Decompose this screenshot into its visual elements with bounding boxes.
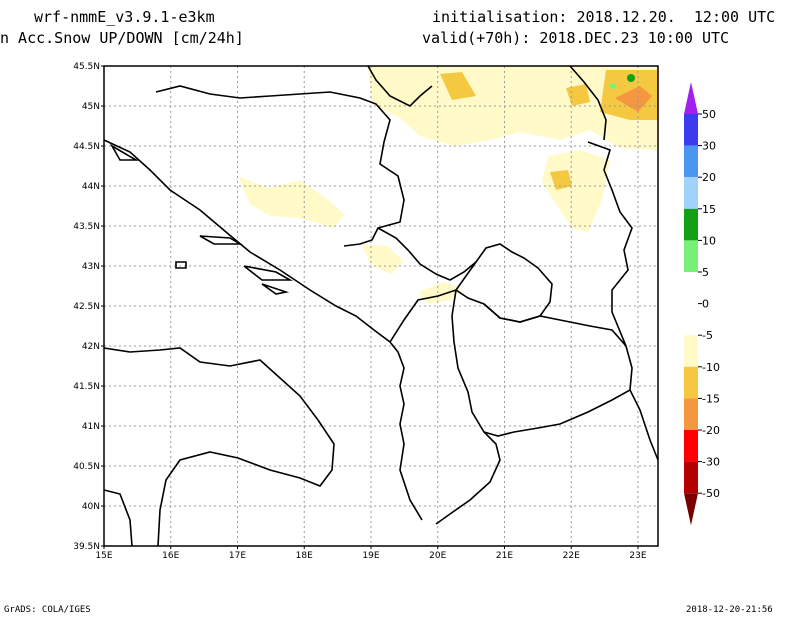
snow-orange-1 (615, 86, 652, 112)
lon-label: 15E (95, 551, 112, 561)
longitude-axis: 15E 16E 17E 18E 19E 20E 21E 22E 23E (95, 546, 647, 561)
colorbar-segment (684, 177, 698, 209)
lat-label: 42.5N (73, 302, 100, 312)
colorbar-segment (684, 145, 698, 178)
lat-label: 41.5N (73, 382, 100, 392)
colorbar-label: 10 (702, 234, 716, 247)
colorbar-top-triangle (684, 82, 698, 114)
colorbar-label: -10 (702, 361, 720, 374)
border-albania (389, 288, 501, 525)
snow-shading (238, 66, 658, 304)
colorbar-segment (684, 398, 698, 430)
colorbar-segment (684, 208, 698, 241)
coastline-italy-south (103, 489, 133, 547)
latitude-axis: 45.5N 45N 44.5N 44N 43.5N 43N 42.5N 42N 41.5N 41N… (73, 62, 104, 552)
colorbar-segment (684, 240, 698, 272)
island-3 (175, 261, 187, 269)
border-bulgaria (587, 141, 633, 347)
colorbar-label: -15 (702, 392, 720, 405)
coastline-italy (103, 347, 335, 547)
border-kosovo (454, 243, 553, 323)
lat-label: 45N (82, 102, 100, 112)
colorbar-segment (684, 366, 698, 399)
lat-label: 44.5N (73, 142, 100, 152)
lat-label: 43N (82, 262, 100, 272)
lat-label: 44N (82, 182, 100, 192)
init-time: initialisation: 2018.12.20. 12:00 UTC (432, 8, 776, 26)
border-ne (569, 65, 607, 141)
colorbar-segment (684, 335, 698, 367)
border-greece (629, 389, 659, 461)
lat-label: 40N (82, 502, 100, 512)
colorbar-label: -5 (702, 329, 713, 342)
colorbar-label: -20 (702, 424, 720, 437)
colorbar-label: 15 (702, 203, 716, 216)
colorbar-bottom-triangle (684, 493, 698, 526)
coastlines-borders (103, 65, 659, 547)
border-serbia-north (367, 65, 433, 107)
border-serbia-montenegro (377, 227, 477, 281)
lon-label: 21E (496, 551, 513, 561)
colorbar-segment (684, 303, 698, 336)
lat-label: 43.5N (73, 222, 100, 232)
colorbar-segment (684, 114, 698, 146)
border-croatia-bosnia (155, 85, 405, 247)
border-macedonia (483, 303, 633, 437)
footer-timestamp: 2018-12-20-21:56 (686, 605, 773, 615)
snow-area-east (542, 150, 610, 232)
colorbar-label: 20 (702, 171, 716, 184)
island-4 (261, 283, 290, 295)
snow-orange-2 (566, 84, 590, 106)
lon-label: 19E (362, 551, 379, 561)
lat-label: 45.5N (73, 62, 100, 72)
coastline-adriatic (103, 139, 423, 521)
lat-label: 39.5N (73, 542, 100, 552)
snow-green-spot (627, 74, 635, 82)
island-2 (243, 265, 294, 281)
snow-lightgreen-spot (610, 83, 616, 89)
lat-label: 40.5N (73, 462, 100, 472)
colorbar-label: 0 (702, 298, 709, 311)
lon-label: 16E (162, 551, 179, 561)
island-1 (199, 235, 243, 245)
snow-area-central (238, 176, 344, 228)
colorbar-label: -50 (702, 487, 720, 500)
footer-credit: GrADS: COLA/IGES (4, 605, 91, 615)
colorbar-label: -30 (702, 456, 720, 469)
variable-title: n Acc.Snow UP/DOWN [cm/24h] (0, 29, 244, 47)
lon-label: 18E (296, 551, 313, 561)
snow-orange-3 (440, 72, 476, 100)
colorbar-segment (684, 272, 698, 304)
snow-area-south (362, 244, 404, 274)
colorbar-label: 50 (702, 108, 716, 121)
snow-orange-4 (550, 170, 572, 190)
lon-label: 22E (563, 551, 580, 561)
valid-time: valid(+70h): 2018.DEC.23 10:00 UTC (422, 29, 730, 47)
lat-label: 41N (82, 422, 100, 432)
lon-label: 23E (629, 551, 646, 561)
model-title: wrf-nmmE_v3.9.1-e3km (34, 8, 215, 26)
grid-lines (104, 66, 658, 546)
colorbar-label: 5 (702, 266, 709, 279)
island-5 (109, 143, 139, 161)
colorbar-segment (684, 430, 698, 462)
lon-label: 20E (429, 551, 446, 561)
lon-label: 17E (229, 551, 246, 561)
colorbar-label: 30 (702, 140, 716, 153)
colorbar-segment (684, 461, 698, 494)
lat-label: 42N (82, 342, 100, 352)
